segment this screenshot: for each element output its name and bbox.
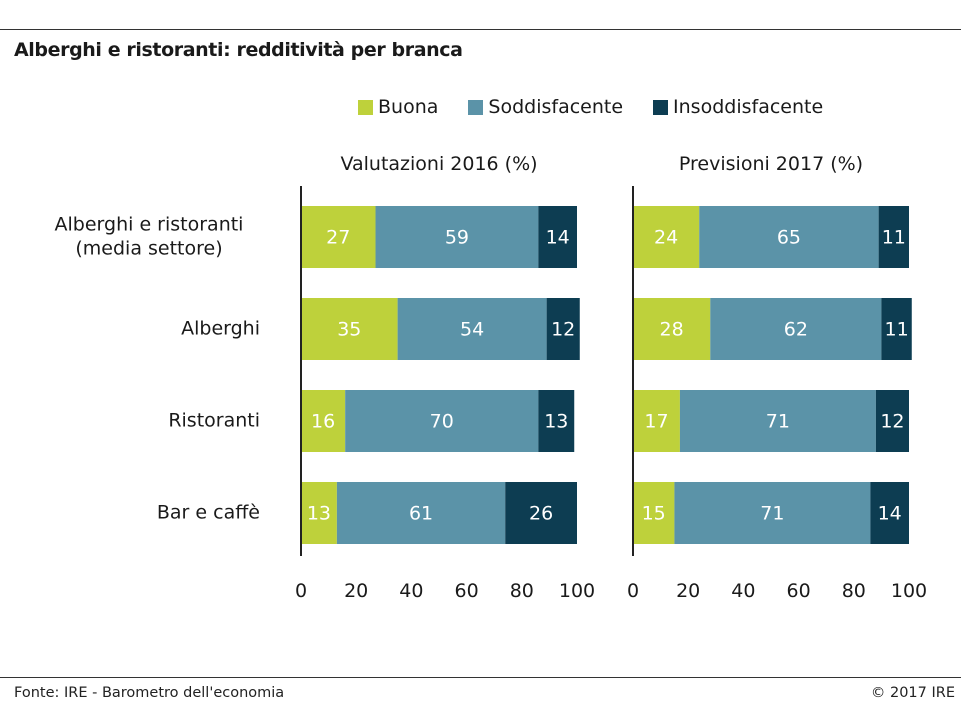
- data-label-valutazioni-2016-alberghi-soddisfacente: 54: [460, 319, 484, 341]
- data-label-valutazioni-2016-bar-e-caffe-buona: 13: [307, 503, 331, 525]
- data-label-previsioni-2017-bar-e-caffe-soddisfacente: 71: [760, 503, 784, 525]
- data-label-previsioni-2017-alberghi-e-ristoranti-buona: 24: [654, 227, 678, 249]
- data-label-valutazioni-2016-bar-e-caffe-soddisfacente: 61: [409, 503, 433, 525]
- legend-label-soddisfacente: Soddisfacente: [488, 96, 624, 118]
- tick-label-previsioni-2017-0: 0: [627, 580, 639, 602]
- data-label-valutazioni-2016-alberghi-e-ristoranti-buona: 27: [326, 227, 350, 249]
- bar-valutazioni-2016-bar-e-caffe-soddisfacente: [336, 482, 506, 544]
- legend-swatch-insoddisfacente: [653, 99, 669, 115]
- legend-label-buona: Buona: [378, 96, 439, 118]
- data-label-previsioni-2017-ristoranti-buona: 17: [644, 411, 668, 433]
- data-label-previsioni-2017-alberghi-insoddisfacente: 11: [884, 319, 908, 341]
- bar-valutazioni-2016-ristoranti-soddisfacente: [345, 390, 539, 452]
- bar-valutazioni-2016-alberghi-buona: [301, 298, 398, 360]
- data-label-valutazioni-2016-alberghi-e-ristoranti-soddisfacente: 59: [445, 227, 469, 249]
- chart-title: Alberghi e ristoranti: redditività per b…: [14, 39, 463, 61]
- tick-label-valutazioni-2016-100: 100: [559, 580, 595, 602]
- bar-valutazioni-2016-ristoranti-buona: [301, 390, 346, 452]
- data-label-valutazioni-2016-ristoranti-soddisfacente: 70: [430, 411, 454, 433]
- bar-valutazioni-2016-bar-e-caffe-buona: [301, 482, 337, 544]
- legend-swatch-soddisfacente: [468, 99, 484, 115]
- data-label-previsioni-2017-bar-e-caffe-insoddisfacente: 14: [878, 503, 902, 525]
- data-label-valutazioni-2016-alberghi-insoddisfacente: 12: [551, 319, 575, 341]
- data-label-previsioni-2017-ristoranti-soddisfacente: 71: [766, 411, 790, 433]
- top-rule: [0, 29, 961, 30]
- bar-previsioni-2017-alberghi-buona: [633, 298, 711, 360]
- category-label-alberghi: Alberghi: [181, 318, 260, 340]
- tick-label-previsioni-2017-100: 100: [891, 580, 927, 602]
- bar-previsioni-2017-alberghi-e-ristoranti-insoddisfacente: [878, 206, 909, 268]
- data-label-valutazioni-2016-bar-e-caffe-insoddisfacente: 26: [529, 503, 553, 525]
- tick-label-valutazioni-2016-40: 40: [399, 580, 423, 602]
- bar-previsioni-2017-ristoranti-buona: [633, 390, 680, 452]
- tick-label-valutazioni-2016-20: 20: [344, 580, 368, 602]
- data-label-previsioni-2017-alberghi-soddisfacente: 62: [784, 319, 808, 341]
- legend: Buona Soddisfacente Insoddisfacente: [358, 96, 823, 118]
- data-label-previsioni-2017-alberghi-e-ristoranti-insoddisfacente: 11: [882, 227, 906, 249]
- category-label-alberghi-e-ristoranti: Alberghi e ristoranti: [55, 214, 244, 236]
- bar-valutazioni-2016-alberghi-e-ristoranti-insoddisfacente: [538, 206, 577, 268]
- bar-previsioni-2017-alberghi-e-ristoranti-buona: [633, 206, 700, 268]
- data-label-valutazioni-2016-alberghi-e-ristoranti-insoddisfacente: 14: [546, 227, 570, 249]
- data-label-valutazioni-2016-ristoranti-insoddisfacente: 13: [544, 411, 568, 433]
- bar-previsioni-2017-alberghi-e-ristoranti-soddisfacente: [699, 206, 879, 268]
- data-label-previsioni-2017-bar-e-caffe-buona: 15: [642, 503, 666, 525]
- category-label-bar-e-caffe: Bar e caffè: [157, 502, 260, 524]
- bar-valutazioni-2016-bar-e-caffe-insoddisfacente: [505, 482, 577, 544]
- legend-swatch-buona: [358, 99, 373, 115]
- category-label-ristoranti: Ristoranti: [168, 410, 260, 432]
- data-label-valutazioni-2016-alberghi-buona: 35: [337, 319, 361, 341]
- footer-source: Fonte: IRE - Barometro dell'economia: [14, 685, 285, 701]
- legend-label-insoddisfacente: Insoddisfacente: [673, 96, 824, 118]
- legend-item-soddisfacente: Soddisfacente: [468, 96, 623, 118]
- bar-valutazioni-2016-alberghi-soddisfacente: [397, 298, 547, 360]
- footer-copyright: © 2017 IRE: [870, 685, 955, 701]
- tick-label-valutazioni-2016-80: 80: [510, 580, 534, 602]
- bottom-rule: [0, 677, 961, 678]
- data-label-valutazioni-2016-ristoranti-buona: 16: [311, 411, 335, 433]
- bar-previsioni-2017-alberghi-insoddisfacente: [881, 298, 912, 360]
- panel-title-valutazioni-2016: Valutazioni 2016 (%): [340, 153, 537, 175]
- bar-previsioni-2017-bar-e-caffe-soddisfacente: [674, 482, 871, 544]
- tick-label-previsioni-2017-40: 40: [731, 580, 755, 602]
- tick-label-previsioni-2017-20: 20: [676, 580, 700, 602]
- bar-valutazioni-2016-alberghi-e-ristoranti-buona: [301, 206, 376, 268]
- bar-previsioni-2017-ristoranti-soddisfacente: [679, 390, 876, 452]
- category-label-alberghi-e-ristoranti-line-2: (media settore): [75, 238, 222, 260]
- bar-previsioni-2017-bar-e-caffe-insoddisfacente: [870, 482, 909, 544]
- bar-previsioni-2017-alberghi-soddisfacente: [710, 298, 882, 360]
- bar-valutazioni-2016-ristoranti-insoddisfacente: [538, 390, 575, 452]
- tick-label-valutazioni-2016-60: 60: [455, 580, 479, 602]
- bar-valutazioni-2016-alberghi-e-ristoranti-soddisfacente: [375, 206, 539, 268]
- data-label-previsioni-2017-ristoranti-insoddisfacente: 12: [880, 411, 904, 433]
- tick-label-previsioni-2017-80: 80: [842, 580, 866, 602]
- legend-item-insoddisfacente: Insoddisfacente: [653, 96, 823, 118]
- bar-previsioni-2017-ristoranti-insoddisfacente: [875, 390, 909, 452]
- data-label-previsioni-2017-alberghi-e-ristoranti-soddisfacente: 65: [777, 227, 801, 249]
- tick-label-valutazioni-2016-0: 0: [295, 580, 307, 602]
- panel-title-previsioni-2017: Previsioni 2017 (%): [679, 153, 863, 175]
- data-label-previsioni-2017-alberghi-buona: 28: [660, 319, 684, 341]
- bar-previsioni-2017-bar-e-caffe-buona: [633, 482, 675, 544]
- legend-item-buona: Buona: [358, 96, 438, 118]
- tick-label-previsioni-2017-60: 60: [787, 580, 811, 602]
- bar-valutazioni-2016-alberghi-insoddisfacente: [546, 298, 580, 360]
